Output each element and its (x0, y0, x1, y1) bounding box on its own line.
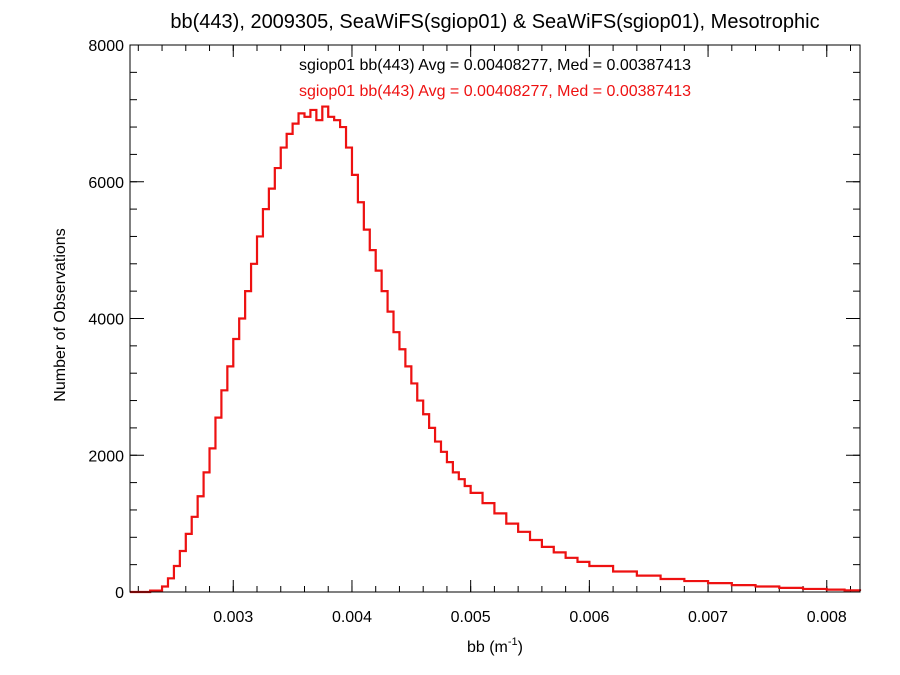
y-tick-label: 8000 (88, 38, 124, 55)
series-line-1 (130, 105, 862, 594)
annotation-red: sgiop01 bb(443) Avg = 0.00408277, Med = … (299, 83, 691, 100)
x-axis-label-main: bb (m (467, 639, 508, 656)
series-line-0 (130, 105, 861, 593)
annotation-black: sgiop01 bb(443) Avg = 0.00408277, Med = … (299, 57, 691, 74)
x-tick-label: 0.005 (451, 609, 491, 626)
x-axis-label-close: ) (518, 639, 523, 656)
x-axis-label-sup: -1 (508, 636, 518, 648)
chart-title: bb(443), 2009305, SeaWiFS(sgiop01) & Sea… (170, 11, 819, 33)
series-layer (130, 105, 862, 594)
y-axis-label: Number of Observations (52, 228, 69, 401)
y-tick-label: 2000 (88, 448, 124, 465)
x-tick-label: 0.008 (807, 609, 847, 626)
x-axis-label: bb (m-1) (467, 636, 523, 656)
y-tick-label: 6000 (88, 175, 124, 192)
y-tick-label: 0 (115, 585, 124, 602)
x-tick-label: 0.006 (569, 609, 609, 626)
x-tick-label: 0.004 (332, 609, 372, 626)
x-tick-label: 0.003 (213, 609, 253, 626)
plot-frame (129, 44, 861, 593)
tick-labels: 0.003 0.004 0.005 0.006 0.007 0.008 0 2000 4000 6… (88, 38, 846, 626)
x-tick-label: 0.007 (688, 609, 728, 626)
y-tick-label: 4000 (88, 312, 124, 329)
